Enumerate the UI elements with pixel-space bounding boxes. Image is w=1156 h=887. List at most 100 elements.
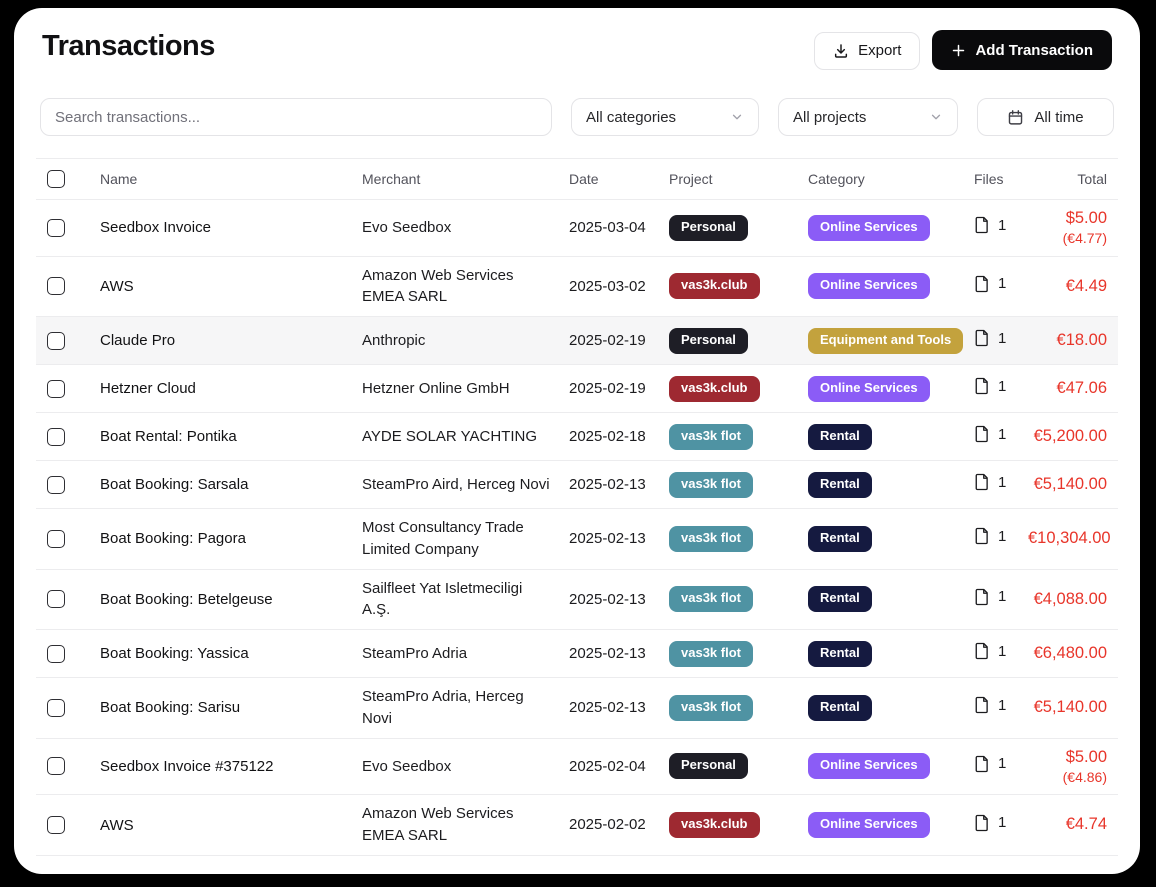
total-cell: €5,200.00 bbox=[1028, 418, 1118, 455]
files-count: 1 bbox=[998, 275, 1007, 293]
transaction-merchant: AYDE SOLAR YACHTING bbox=[362, 427, 538, 445]
project-cell: vas3k flot bbox=[657, 633, 796, 675]
category-badge[interactable]: Online Services bbox=[808, 753, 930, 780]
files-count: 1 bbox=[998, 642, 1007, 660]
row-checkbox[interactable] bbox=[47, 757, 65, 776]
total-cell: €18.00 bbox=[1028, 322, 1118, 359]
search-input[interactable] bbox=[40, 98, 552, 136]
project-badge[interactable]: vas3k flot bbox=[669, 423, 753, 450]
project-badge[interactable]: vas3k flot bbox=[669, 694, 753, 721]
row-checkbox[interactable] bbox=[47, 277, 65, 296]
row-checkbox-cell bbox=[36, 808, 84, 842]
row-checkbox[interactable] bbox=[47, 218, 65, 237]
row-checkbox-cell bbox=[36, 372, 84, 406]
table-row[interactable]: AWS Amazon Web Services EMEA SARL 2025-03-… bbox=[36, 256, 1118, 318]
category-cell: Online Services bbox=[796, 207, 958, 249]
category-badge[interactable]: Rental bbox=[808, 640, 872, 667]
category-cell: Equipment and Tools bbox=[796, 320, 964, 362]
column-header-merchant: Merchant bbox=[362, 171, 421, 187]
chevron-down-icon bbox=[730, 110, 744, 124]
transaction-merchant: Amazon Web Services EMEA SARL bbox=[362, 805, 514, 844]
project-badge[interactable]: vas3k flot bbox=[669, 586, 753, 613]
project-cell: vas3k flot bbox=[657, 416, 796, 458]
project-badge[interactable]: vas3k.club bbox=[669, 273, 760, 300]
projects-select-value: All projects bbox=[793, 108, 867, 126]
project-badge[interactable]: vas3k flot bbox=[669, 525, 753, 552]
file-icon bbox=[974, 642, 989, 660]
project-badge[interactable]: vas3k.club bbox=[669, 812, 760, 838]
row-checkbox-cell bbox=[36, 269, 84, 303]
transaction-name: AWS bbox=[100, 816, 134, 834]
table-row[interactable]: Boat Booking: Pagora Most Consultancy Tra… bbox=[36, 509, 1118, 570]
category-badge[interactable]: Equipment and Tools bbox=[808, 327, 964, 354]
project-badge[interactable]: Personal bbox=[669, 214, 748, 241]
row-checkbox-cell bbox=[36, 468, 84, 502]
export-button[interactable]: Export bbox=[814, 31, 921, 70]
table-row[interactable]: Seedbox Invoice #375122 Evo Seedbox 2025-0… bbox=[36, 738, 1118, 796]
category-badge[interactable]: Rental bbox=[808, 586, 872, 613]
table-row[interactable]: Boat Rental: Pontika AYDE SOLAR YACHTING 2… bbox=[36, 413, 1118, 462]
table-row[interactable]: Boat Booking: Yassica SteamPro Adria 2025-… bbox=[36, 630, 1118, 679]
table-row[interactable]: Boat Booking: Sarisu SteamPro Adria, Herc… bbox=[36, 678, 1118, 739]
project-badge[interactable]: vas3k.club bbox=[669, 375, 760, 402]
project-badge[interactable]: vas3k flot bbox=[669, 471, 753, 498]
project-badge[interactable]: Personal bbox=[669, 753, 748, 780]
projects-select[interactable]: All projects bbox=[778, 98, 958, 136]
category-badge[interactable]: Rental bbox=[808, 525, 872, 552]
total-cell: $5.00 (€4.77) bbox=[1028, 200, 1118, 256]
table-row[interactable]: Boat Booking: Sarsala SteamPro Aird, Herc… bbox=[36, 461, 1118, 510]
files-cell: 1 bbox=[958, 417, 1028, 456]
date-range-button[interactable]: All time bbox=[977, 98, 1114, 136]
add-transaction-button[interactable]: Add Transaction bbox=[932, 30, 1112, 70]
total-amount: $5.00 bbox=[1065, 209, 1107, 227]
project-cell: Personal bbox=[657, 320, 796, 362]
table-row[interactable]: Seedbox Invoice Evo Seedbox 2025-03-04 Pers… bbox=[36, 200, 1118, 257]
row-checkbox[interactable] bbox=[47, 475, 65, 494]
table-row[interactable]: Boat Booking: Betelgeuse Sailfleet Yat Is… bbox=[36, 569, 1118, 631]
transaction-date: 2025-02-13 bbox=[569, 644, 646, 662]
row-checkbox[interactable] bbox=[47, 815, 65, 834]
category-cell: Online Services bbox=[796, 265, 958, 307]
table-body: Seedbox Invoice Evo Seedbox 2025-03-04 Pers… bbox=[36, 200, 1118, 856]
total-amount: €5,140.00 bbox=[1033, 698, 1107, 717]
row-checkbox[interactable] bbox=[47, 644, 65, 663]
transaction-merchant: Amazon Web Services EMEA SARL bbox=[362, 266, 514, 306]
row-checkbox[interactable] bbox=[47, 331, 65, 350]
project-badge[interactable]: Personal bbox=[669, 327, 748, 354]
category-badge[interactable]: Online Services bbox=[808, 375, 930, 402]
transaction-name: Boat Booking: Betelgeuse bbox=[100, 590, 273, 608]
row-checkbox-cell bbox=[36, 637, 84, 671]
category-badge[interactable]: Rental bbox=[808, 423, 872, 450]
category-badge[interactable]: Online Services bbox=[808, 214, 930, 241]
table-row[interactable]: AWS Amazon Web Services EMEA SARL 2025-02-… bbox=[36, 795, 1118, 856]
category-badge[interactable]: Online Services bbox=[808, 273, 930, 300]
row-checkbox[interactable] bbox=[47, 379, 65, 398]
category-badge[interactable]: Online Services bbox=[808, 812, 930, 838]
category-badge[interactable]: Rental bbox=[808, 694, 872, 721]
table-row[interactable]: Claude Pro Anthropic 2025-02-19 Personal Equ… bbox=[36, 317, 1118, 366]
category-cell: Rental bbox=[796, 518, 958, 560]
total-amount-converted: (€4.77) bbox=[1062, 230, 1107, 247]
select-all-checkbox[interactable] bbox=[47, 169, 65, 188]
transaction-merchant: SteamPro Aird, Herceg Novi bbox=[362, 475, 550, 493]
files-cell: 1 bbox=[958, 267, 1028, 306]
total-amount: €4.74 bbox=[1065, 815, 1107, 834]
files-count: 1 bbox=[998, 216, 1007, 234]
row-checkbox-cell bbox=[36, 691, 84, 725]
row-checkbox[interactable] bbox=[47, 529, 65, 548]
transaction-merchant: Evo Seedbox bbox=[362, 218, 452, 236]
categories-select[interactable]: All categories bbox=[571, 98, 759, 136]
files-count: 1 bbox=[998, 473, 1007, 491]
total-cell: €6,480.00 bbox=[1028, 635, 1118, 672]
project-cell: vas3k.club bbox=[657, 804, 796, 846]
project-badge[interactable]: vas3k flot bbox=[669, 640, 753, 667]
topbar-actions: Export Add Transaction bbox=[814, 30, 1112, 70]
transaction-date: 2025-02-02 bbox=[569, 816, 646, 834]
table-row[interactable]: Hetzner Cloud Hetzner Online GmbH 2025-02-… bbox=[36, 365, 1118, 414]
row-checkbox[interactable] bbox=[47, 590, 65, 609]
row-checkbox[interactable] bbox=[47, 427, 65, 446]
transaction-merchant: SteamPro Adria bbox=[362, 644, 468, 662]
category-badge[interactable]: Rental bbox=[808, 471, 872, 498]
row-checkbox[interactable] bbox=[47, 698, 65, 717]
file-icon bbox=[974, 527, 989, 545]
